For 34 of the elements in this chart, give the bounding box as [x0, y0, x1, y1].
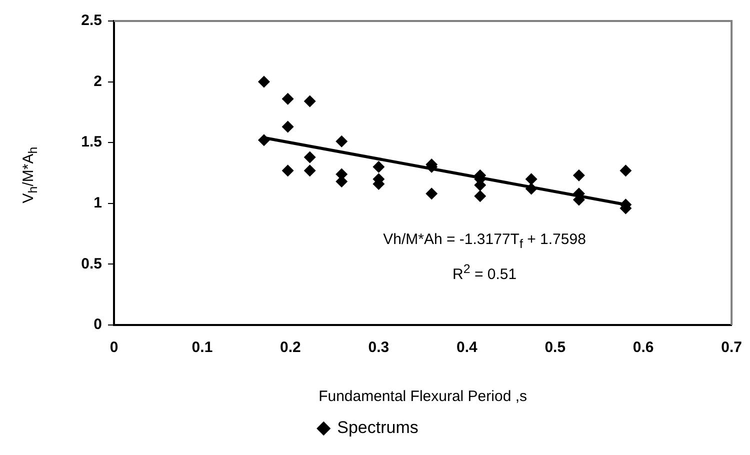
y-tick-label: 0: [94, 316, 102, 334]
x-tick-label: 0.6: [632, 339, 654, 356]
point: [572, 169, 585, 182]
point: [336, 135, 348, 148]
point: [304, 164, 316, 177]
x-tick-label: 0: [110, 339, 118, 356]
point: [282, 92, 294, 105]
point: [304, 151, 316, 164]
y-tick-label: 1.5: [81, 134, 102, 151]
point: [282, 120, 294, 133]
point: [372, 160, 385, 173]
annotation: Vh/M*Ah = -1.3177T$_{f}$ + 1.7598: [383, 230, 586, 251]
legend-label: Spectrums: [337, 418, 418, 438]
x-tick-label: 0.3: [368, 339, 390, 356]
x-tick-label: 0.1: [192, 339, 213, 356]
y-tick-label: 1: [94, 194, 102, 212]
x-axis-title: Fundamental Flexural Period ,s: [318, 388, 528, 406]
y-tick-label: 2: [94, 72, 102, 90]
x-tick-label: 0.5: [544, 339, 566, 356]
point: [525, 173, 538, 186]
point: [525, 182, 538, 195]
point: [282, 164, 294, 177]
point: [474, 190, 486, 202]
point: [258, 134, 270, 146]
point: [620, 164, 632, 177]
point: [426, 188, 438, 200]
x-tick-label: 0.7: [721, 339, 742, 356]
x-tick-label: 0.4: [456, 339, 478, 356]
y-tick-label: 2.5: [81, 12, 102, 30]
x-tick-label: 0.2: [280, 339, 301, 356]
annotation: R$^{2}$ = 0.51: [452, 262, 517, 283]
point: [304, 95, 316, 108]
point: [258, 76, 270, 88]
y-tick-label: 0.5: [81, 255, 102, 272]
